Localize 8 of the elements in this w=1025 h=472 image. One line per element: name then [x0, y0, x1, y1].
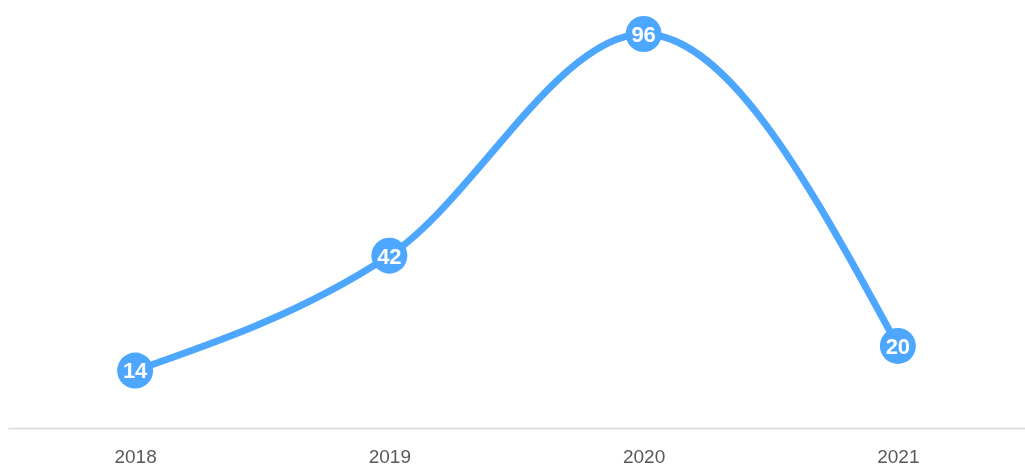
data-label: 14: [122, 358, 149, 384]
data-label: 20: [885, 333, 911, 359]
x-tick-label: 2019: [368, 446, 412, 468]
x-tick-label: 2021: [877, 446, 920, 468]
x-tick-label: 2018: [114, 446, 157, 468]
data-label: 96: [631, 21, 656, 47]
data-label: 42: [377, 243, 402, 269]
x-tick-label: 2020: [622, 446, 666, 468]
